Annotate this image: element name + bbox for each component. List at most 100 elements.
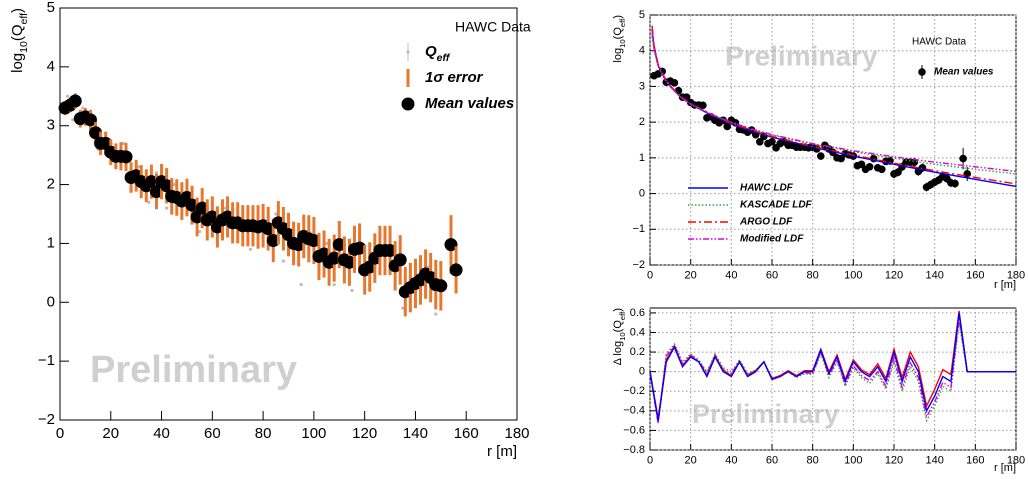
x-tick-label: 140 (925, 269, 943, 281)
x-tick-label: 80 (807, 269, 819, 281)
y-axis-label-part: eff (618, 311, 627, 320)
y-axis-label-part: Δ log (612, 341, 624, 365)
y-axis-label: Δ log10(Qeff) (612, 308, 627, 365)
sample-point (172, 182, 176, 187)
sample-point (121, 141, 126, 145)
y-tick-label: 4 (47, 58, 55, 75)
y-axis-label-part: eff (18, 13, 30, 25)
legend-label: 1σ error (425, 69, 484, 86)
mean-point (160, 179, 174, 193)
sample-point (248, 247, 253, 251)
x-tick-label: 100 (844, 454, 862, 466)
mean-point (307, 233, 321, 247)
x-tick-label: 180 (504, 425, 529, 442)
mean-point (353, 241, 367, 255)
legend-title: HAWC Data (912, 37, 967, 48)
mean-point (959, 154, 967, 163)
mean-point (723, 122, 732, 131)
mean-point (670, 79, 679, 87)
x-tick-label: 120 (885, 454, 903, 466)
y-axis-label-part: (Q (9, 24, 26, 41)
x-tick-label: 0 (647, 269, 653, 281)
mean-point (144, 175, 158, 189)
x-tick-label: 60 (766, 269, 778, 281)
sample-point (66, 94, 70, 98)
y-axis-label-part: (Q (612, 320, 624, 333)
y-tick-label: 5 (639, 9, 645, 21)
y-tick-label: 2 (639, 116, 645, 128)
y-axis-label-part: (Q (612, 27, 624, 40)
mean-point (342, 255, 356, 269)
mean-point (449, 263, 463, 277)
y-axis-label-part: 10 (618, 39, 627, 48)
x-tick-label: 80 (807, 454, 819, 466)
y-tick-label: 0 (639, 187, 645, 199)
x-tick-label: 160 (966, 269, 984, 281)
y-axis-label-part: 10 (618, 332, 627, 341)
legend-swatch (401, 97, 415, 111)
x-tick-label: 80 (255, 425, 272, 442)
x-tick-label: 60 (204, 425, 221, 442)
x-tick-label: 140 (925, 454, 943, 466)
y-axis-label: log10(Qeff) (9, 8, 30, 73)
legend-label: KASCADE LDF (740, 200, 813, 211)
y-tick-label: 3 (47, 117, 55, 134)
x-axis-label: r [m] (487, 443, 517, 460)
y-tick-label: 1 (639, 152, 645, 164)
legend-label: HAWC LDF (740, 183, 794, 194)
x-tick-label: 60 (766, 454, 778, 466)
y-tick-label: −0.2 (623, 385, 645, 397)
y-axis-label: log10(Qeff) (612, 15, 627, 63)
mean-point (817, 152, 825, 160)
y-tick-label: −0.4 (623, 405, 645, 417)
mean-point (894, 168, 902, 176)
x-tick-label: 100 (301, 425, 326, 442)
x-axis-label: r [m] (994, 462, 1016, 474)
legend-label-part: eff (437, 52, 451, 64)
mean-point (444, 238, 458, 252)
x-tick-label: 20 (102, 425, 119, 442)
x-axis-label: r [m] (994, 279, 1016, 291)
x-tick-label: 0 (647, 454, 653, 466)
mean-point (951, 179, 959, 188)
legend-label: Qeff (425, 43, 451, 64)
legend-label: ARGO LDF (739, 217, 793, 228)
y-tick-label: −1 (632, 223, 645, 235)
x-tick-label: 20 (685, 269, 697, 281)
x-tick-label: 160 (454, 425, 479, 442)
x-tick-label: 120 (352, 425, 377, 442)
series-line (649, 312, 1016, 421)
mean-point (327, 251, 341, 265)
y-tick-label: 0 (639, 366, 645, 378)
x-tick-label: 180 (1007, 269, 1025, 281)
plot-frame (649, 307, 1017, 451)
mean-point (149, 185, 163, 199)
mean-point (205, 210, 219, 224)
mean-point (185, 198, 199, 212)
y-axis-label-part: ) (9, 8, 26, 13)
y-tick-label: 4 (639, 45, 645, 57)
mean-point (768, 137, 776, 146)
mean-point (756, 137, 764, 146)
mean-point (83, 113, 97, 127)
mean-point (865, 162, 874, 171)
x-tick-label: 100 (844, 269, 862, 281)
sample-point (147, 200, 151, 204)
watermark: Preliminary (90, 349, 297, 391)
sample-point (198, 230, 202, 234)
y-axis-label-part: ) (612, 15, 624, 19)
x-tick-label: 40 (725, 269, 737, 281)
x-tick-label: 160 (966, 454, 984, 466)
y-tick-label: 0.2 (630, 346, 645, 358)
x-tick-label: 0 (56, 425, 64, 442)
y-axis-label-part: log (9, 53, 26, 73)
y-axis-label-part: eff (618, 18, 627, 27)
plot-frame (59, 7, 518, 421)
mean-point (261, 222, 275, 236)
sample-point (137, 165, 141, 169)
y-tick-label: −0.6 (623, 424, 645, 436)
legend-swatch (406, 50, 410, 54)
legend-label: Mean values (425, 95, 514, 112)
sample-point (324, 241, 329, 246)
watermark: Preliminary (692, 399, 839, 429)
